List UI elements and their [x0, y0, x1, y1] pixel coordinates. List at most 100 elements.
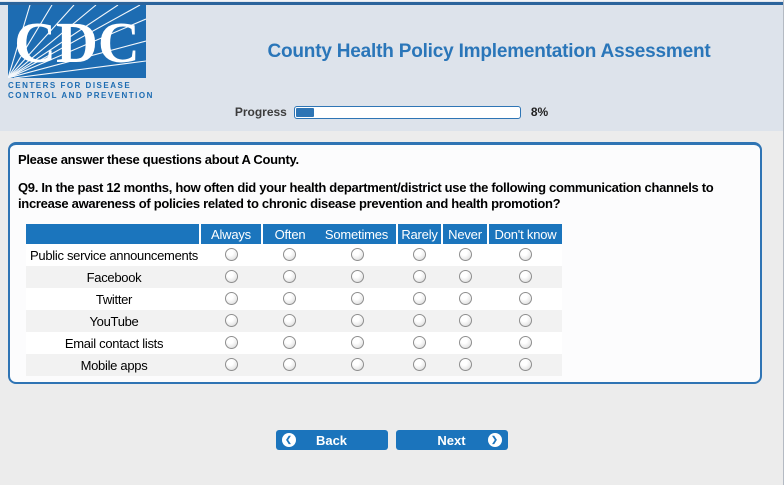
radio-email-contact-lists-always[interactable] — [224, 336, 238, 350]
matrix-cell — [200, 244, 262, 266]
radio-mobile-apps-rarely[interactable] — [413, 358, 426, 372]
matrix-cell — [397, 244, 442, 266]
nav-buttons: ❮ Back Next ❯ — [0, 430, 783, 450]
matrix-cell — [262, 244, 317, 266]
matrix-cell — [488, 288, 562, 310]
radio-public-service-announcements-rarely[interactable] — [413, 248, 426, 262]
radio-twitter-don-t-know[interactable] — [518, 292, 532, 306]
matrix-cell — [397, 288, 442, 310]
matrix-row-mobile-apps: Mobile apps — [26, 354, 562, 376]
matrix-cell — [262, 288, 317, 310]
radio-facebook-never[interactable] — [458, 270, 472, 284]
radio-facebook-often[interactable] — [283, 270, 296, 284]
matrix-corner-cell — [26, 224, 201, 244]
cdc-logo-image: CDC — [8, 5, 146, 78]
matrix-row-twitter: Twitter — [26, 288, 562, 310]
cdc-logo: CDC CENTERS FOR DISEASE CONTROL AND PREV… — [8, 5, 154, 101]
radio-mobile-apps-don-t-know[interactable] — [518, 358, 532, 372]
matrix-cell — [200, 266, 262, 288]
row-label-twitter: Twitter — [95, 291, 133, 307]
matrix-cell — [262, 332, 317, 354]
radio-email-contact-lists-rarely[interactable] — [413, 336, 426, 350]
radio-mobile-apps-sometimes[interactable] — [350, 358, 364, 372]
matrix-cell — [200, 288, 262, 310]
matrix-cell — [317, 288, 397, 310]
radio-youtube-never[interactable] — [458, 314, 472, 328]
chevron-left-circle-icon: ❮ — [281, 433, 296, 447]
progress-bar-fill — [295, 107, 314, 117]
matrix-row-email-contact-lists: Email contact lists — [26, 332, 562, 354]
progress-row: Progress 8% — [0, 105, 783, 119]
radio-public-service-announcements-never[interactable] — [458, 248, 472, 262]
cdc-logo-acronym: CDC — [14, 10, 140, 75]
matrix-row-youtube: YouTube — [26, 310, 562, 332]
question-number: Q9. — [18, 180, 39, 195]
radio-public-service-announcements-sometimes[interactable] — [350, 248, 364, 262]
radio-facebook-rarely[interactable] — [413, 270, 426, 284]
matrix-cell — [397, 332, 442, 354]
matrix-cell — [397, 266, 442, 288]
matrix-cell — [442, 266, 488, 288]
matrix-cell — [442, 332, 488, 354]
radio-youtube-often[interactable] — [283, 314, 296, 328]
row-label-youtube: YouTube — [89, 313, 139, 329]
matrix-cell — [488, 332, 562, 354]
column-header-rarely: Rarely — [397, 224, 443, 244]
matrix-cell — [488, 266, 562, 288]
row-label-public-service-announcements: Public service announcements — [30, 247, 198, 263]
progress-bar — [293, 105, 521, 119]
radio-mobile-apps-never[interactable] — [458, 358, 472, 372]
back-button[interactable]: ❮ Back — [275, 430, 388, 450]
radio-youtube-rarely[interactable] — [413, 314, 426, 328]
radio-mobile-apps-often[interactable] — [283, 358, 296, 372]
radio-public-service-announcements-often[interactable] — [283, 248, 296, 262]
radio-youtube-don-t-know[interactable] — [518, 314, 532, 328]
row-label-facebook: Facebook — [86, 269, 142, 285]
radio-email-contact-lists-often[interactable] — [283, 336, 296, 350]
matrix-cell — [397, 310, 442, 332]
matrix-cell — [200, 332, 262, 354]
matrix-cell — [442, 244, 488, 266]
radio-twitter-always[interactable] — [224, 292, 238, 306]
next-button[interactable]: Next ❯ — [395, 430, 508, 450]
matrix-cell — [488, 354, 562, 376]
radio-email-contact-lists-sometimes[interactable] — [350, 336, 364, 350]
column-header-don-t-know: Don't know — [488, 224, 562, 244]
matrix-cell — [317, 332, 397, 354]
column-header-sometimes: Sometimes — [317, 224, 398, 244]
radio-mobile-apps-always[interactable] — [224, 358, 238, 372]
radio-email-contact-lists-never[interactable] — [458, 336, 472, 350]
back-button-label: Back — [315, 432, 348, 448]
matrix-cell — [200, 310, 262, 332]
radio-facebook-sometimes[interactable] — [350, 270, 364, 284]
panel-intro-text: Please answer these questions about A Co… — [18, 152, 299, 167]
matrix-cell — [442, 310, 488, 332]
radio-twitter-often[interactable] — [283, 292, 296, 306]
matrix-row-facebook: Facebook — [26, 266, 562, 288]
radio-twitter-sometimes[interactable] — [350, 292, 364, 306]
radio-facebook-always[interactable] — [224, 270, 238, 284]
question-matrix: Always Often Sometimes Rarely Never Don't kno… — [26, 224, 562, 376]
radio-twitter-rarely[interactable] — [413, 292, 426, 306]
matrix-cell — [262, 354, 317, 376]
page-title: County Health Policy Implementation Asse… — [267, 41, 711, 62]
column-header-always: Always — [200, 224, 263, 244]
matrix-cell — [488, 310, 562, 332]
chevron-right-circle-icon: ❯ — [487, 433, 502, 447]
radio-facebook-don-t-know[interactable] — [518, 270, 532, 284]
radio-twitter-never[interactable] — [458, 292, 472, 306]
row-label-mobile-apps: Mobile apps — [80, 357, 148, 373]
cdc-logo-subtitle: CENTERS FOR DISEASE CONTROL AND PREVENTI… — [8, 81, 154, 100]
radio-public-service-announcements-don-t-know[interactable] — [518, 248, 532, 262]
radio-youtube-sometimes[interactable] — [350, 314, 364, 328]
next-button-label: Next — [437, 432, 466, 448]
radio-email-contact-lists-don-t-know[interactable] — [518, 336, 532, 350]
radio-public-service-announcements-always[interactable] — [224, 248, 238, 262]
matrix-cell — [317, 244, 397, 266]
radio-youtube-always[interactable] — [224, 314, 238, 328]
matrix-row-public-service-announcements: Public service announcements — [26, 244, 562, 266]
row-label-email-contact-lists: Email contact lists — [64, 335, 164, 351]
matrix-cell — [200, 354, 262, 376]
matrix-cell — [317, 266, 397, 288]
